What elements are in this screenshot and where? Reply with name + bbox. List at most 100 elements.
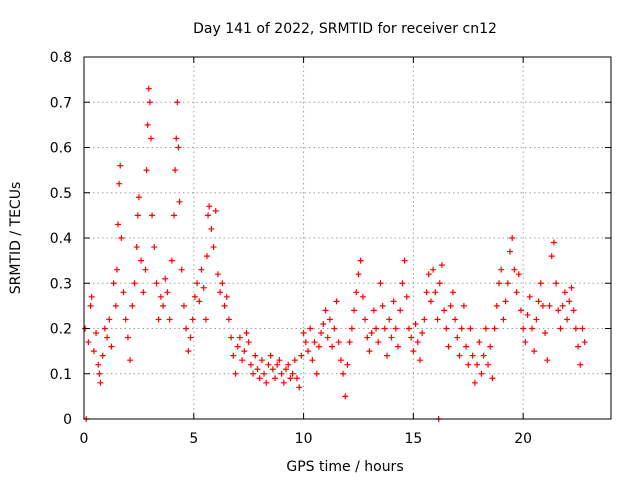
data-point <box>377 280 384 287</box>
data-point <box>322 307 329 314</box>
data-point <box>434 316 441 323</box>
data-point <box>198 266 205 273</box>
data-point <box>296 384 303 391</box>
data-point <box>379 302 386 309</box>
data-point <box>557 325 564 332</box>
data-point <box>340 370 347 377</box>
data-point <box>252 352 259 359</box>
data-point <box>362 316 369 323</box>
data-point <box>196 298 203 305</box>
points-layer <box>82 85 588 422</box>
chart-title: Day 141 of 2022, SRMTID for receiver cn1… <box>193 21 497 37</box>
data-point <box>304 348 311 355</box>
data-point <box>359 293 366 300</box>
data-point <box>108 343 115 350</box>
data-point <box>212 207 219 214</box>
x-tick-label: 0 <box>80 431 89 447</box>
data-point <box>432 289 439 296</box>
data-point <box>421 316 428 323</box>
data-point <box>423 289 430 296</box>
y-tick-label: 0.5 <box>50 186 72 202</box>
y-tick-label: 0.4 <box>50 231 72 247</box>
data-point <box>147 135 154 142</box>
data-point <box>364 334 371 341</box>
data-point <box>117 162 124 169</box>
y-axis-label: SRMTID / TECUs <box>8 182 24 295</box>
data-point <box>326 316 333 323</box>
data-point <box>146 99 153 106</box>
data-point <box>555 307 562 314</box>
data-point <box>469 352 476 359</box>
data-point <box>397 307 404 314</box>
data-point <box>129 302 136 309</box>
data-point <box>285 361 292 368</box>
data-point <box>208 225 215 232</box>
data-point <box>232 370 239 377</box>
data-point <box>487 343 494 350</box>
data-point <box>135 194 142 201</box>
data-point <box>145 85 152 92</box>
data-point <box>513 289 520 296</box>
x-tick-label: 5 <box>189 431 198 447</box>
data-point <box>511 266 518 273</box>
data-point <box>85 339 92 346</box>
data-point <box>566 298 573 305</box>
data-point <box>496 280 503 287</box>
data-point <box>436 280 443 287</box>
data-point <box>485 361 492 368</box>
data-point <box>581 339 588 346</box>
data-point <box>375 339 382 346</box>
data-point <box>205 212 212 219</box>
data-point <box>164 289 171 296</box>
data-point <box>414 339 421 346</box>
data-point <box>408 334 415 341</box>
data-point <box>274 361 281 368</box>
data-point <box>498 266 505 273</box>
data-point <box>142 266 149 273</box>
data-point <box>550 239 557 246</box>
data-point <box>579 325 586 332</box>
data-point <box>337 357 344 364</box>
data-point <box>99 352 106 359</box>
data-point <box>293 375 300 382</box>
data-point <box>239 357 246 364</box>
data-point <box>412 320 419 327</box>
data-point <box>157 293 164 300</box>
data-point <box>178 266 185 273</box>
data-point <box>276 357 283 364</box>
data-point <box>124 334 131 341</box>
data-point <box>144 121 151 128</box>
y-tick-label: 0.1 <box>50 367 72 383</box>
data-point <box>335 339 342 346</box>
data-point <box>452 316 459 323</box>
data-point <box>223 293 230 300</box>
data-point <box>133 244 140 251</box>
data-point <box>210 244 217 251</box>
data-point <box>524 311 531 318</box>
data-point <box>283 366 290 373</box>
data-point <box>403 293 410 300</box>
data-point <box>115 221 122 228</box>
data-point <box>166 316 173 323</box>
data-point <box>172 167 179 174</box>
data-point <box>118 235 125 241</box>
data-point <box>500 316 507 323</box>
data-point <box>467 325 474 332</box>
data-point <box>243 330 250 337</box>
data-point <box>191 293 198 300</box>
data-point <box>87 302 94 309</box>
data-point <box>219 280 226 287</box>
data-point <box>287 375 294 382</box>
data-point <box>97 379 104 386</box>
data-point <box>236 334 243 341</box>
data-point <box>405 325 412 332</box>
data-point <box>329 343 336 350</box>
data-point <box>90 348 97 355</box>
data-point <box>438 262 445 269</box>
data-point <box>176 198 183 205</box>
data-point <box>474 361 481 368</box>
data-point <box>258 357 265 364</box>
data-point <box>353 289 360 296</box>
data-point <box>127 357 134 364</box>
